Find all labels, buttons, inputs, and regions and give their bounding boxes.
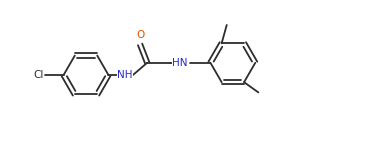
Text: O: O [136,30,144,40]
Text: Cl: Cl [34,70,44,80]
Text: NH: NH [117,70,133,80]
Text: HN: HN [172,58,188,68]
